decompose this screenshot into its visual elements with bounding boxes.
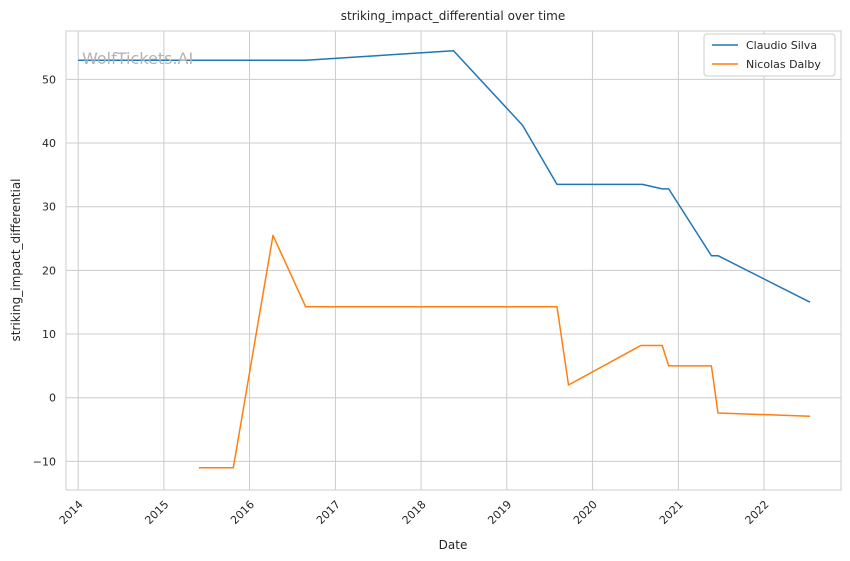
series-lines	[78, 49, 811, 469]
x-tick-label: 2014	[57, 498, 86, 527]
y-axis-label: striking_impact_differential	[9, 178, 23, 341]
y-tick-label: −10	[33, 455, 56, 468]
legend: Claudio Silva Nicolas Dalby	[703, 33, 836, 77]
watermark: WolfTickets.AI	[82, 49, 193, 68]
y-tick-label: 0	[49, 392, 56, 405]
x-tick-label: 2018	[400, 498, 429, 527]
legend-label: Claudio Silva	[746, 39, 817, 52]
y-tick-label: 40	[42, 137, 56, 150]
series-line	[78, 49, 811, 303]
x-tick-label: 2019	[485, 498, 514, 527]
x-tick-label: 2022	[743, 498, 772, 527]
y-tick-label: 10	[42, 328, 56, 341]
series-line	[198, 234, 811, 469]
x-tick-label: 2021	[657, 498, 686, 527]
y-tick-label: 30	[42, 201, 56, 214]
x-axis-label: Date	[439, 538, 468, 552]
y-tick-label: 20	[42, 264, 56, 277]
plot-frame	[65, 30, 842, 491]
x-tick-label: 2017	[314, 498, 343, 527]
plot-area	[66, 31, 841, 490]
y-tick-label: 50	[42, 73, 56, 86]
x-tick-label: 2020	[571, 498, 600, 527]
legend-label: Nicolas Dalby	[746, 58, 821, 71]
x-axis-ticks: 2014 2015 2016 2017 2018 2019 2020 2021 2022	[57, 498, 772, 527]
x-tick-label: 2016	[228, 498, 257, 527]
x-tick-label: 2015	[142, 498, 171, 527]
y-axis-ticks: −10 0 10 20 30 40 50	[33, 73, 56, 468]
chart-title: striking_impact_differential over time	[341, 9, 566, 23]
